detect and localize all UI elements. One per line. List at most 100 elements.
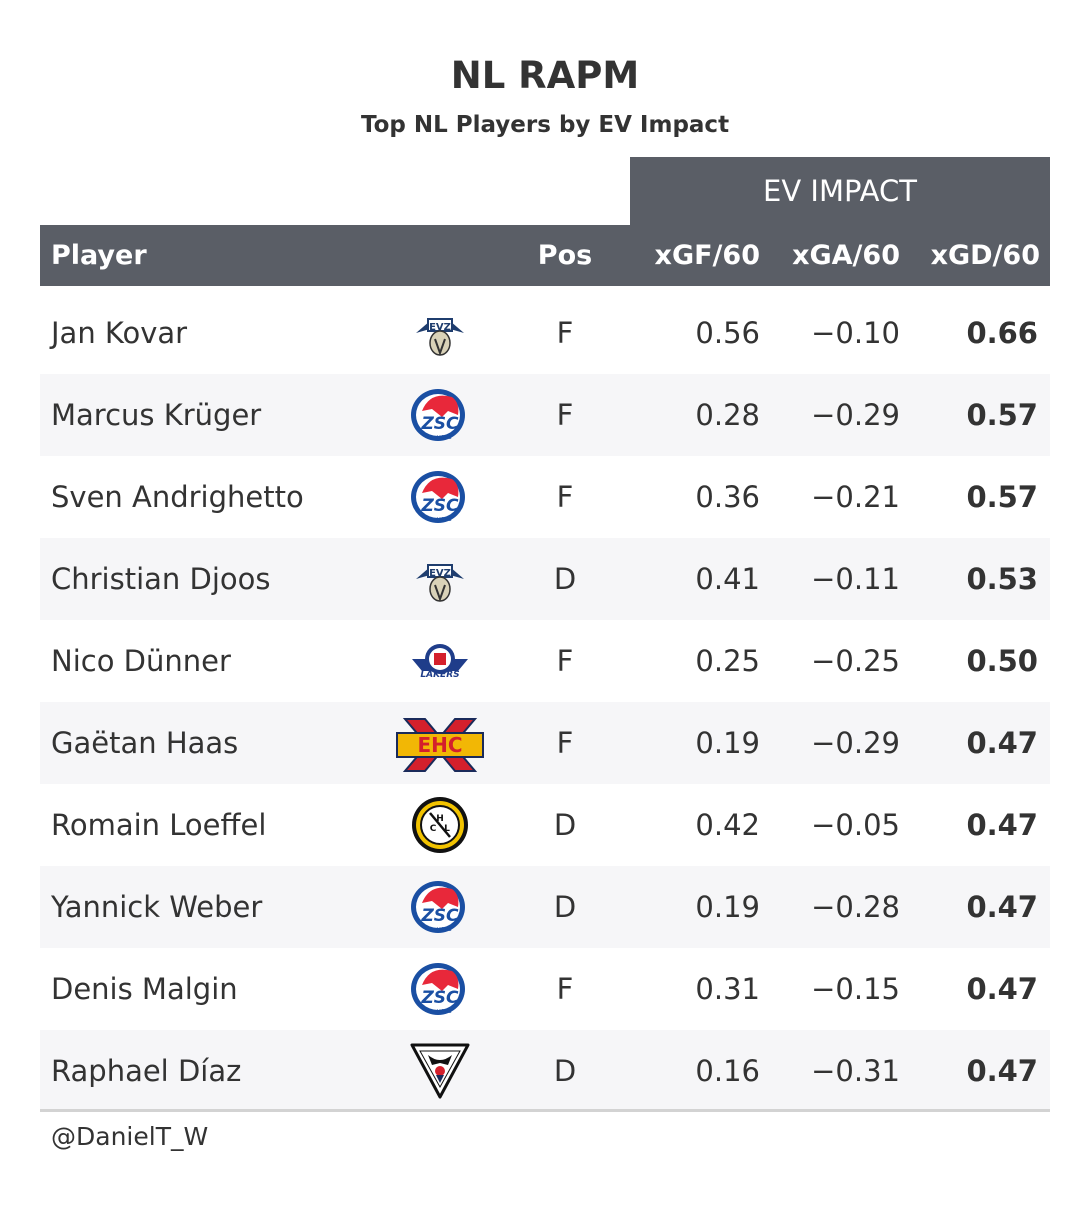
evz-logo: EVZ: [408, 303, 472, 363]
zsc-lions-logo: ZSC LIONS: [408, 959, 472, 1019]
player-name: Romain Loeffel: [51, 808, 267, 842]
xga60-value: −0.29: [811, 398, 900, 432]
position: D: [553, 808, 577, 842]
header-xgf60: xGF/60: [654, 240, 760, 271]
player-name: Christian Djoos: [51, 562, 271, 596]
xga60-value: −0.21: [811, 480, 900, 514]
lakers-logo: LAKERS: [408, 631, 472, 691]
zsc-lions-logo: ZSC LIONS: [408, 877, 472, 937]
player-name: Yannick Weber: [51, 890, 263, 924]
xgf60-value: 0.25: [695, 644, 760, 678]
table-row: Jan Kovar EVZ F 0.56 −0.10 0.66: [40, 292, 1050, 374]
position: F: [556, 480, 574, 514]
svg-text:H: H: [436, 814, 444, 824]
svg-text:ZSC: ZSC: [420, 906, 459, 926]
fribourg-logo: [408, 1041, 472, 1101]
player-name: Nico Dünner: [51, 644, 231, 678]
xgf60-value: 0.16: [695, 1054, 760, 1088]
zsc-lions-logo: ZSC LIONS: [408, 467, 472, 527]
xgd60-value: 0.47: [966, 972, 1038, 1006]
xga60-value: −0.31: [811, 1054, 900, 1088]
position: D: [553, 890, 577, 924]
team-logo-cell: ZSC LIONS: [408, 456, 472, 538]
chart-subtitle: Top NL Players by EV Impact: [360, 112, 730, 138]
xga60-value: −0.05: [811, 808, 900, 842]
team-logo-cell: [408, 1030, 472, 1112]
player-name: Denis Malgin: [51, 972, 238, 1006]
xgf60-value: 0.19: [695, 890, 760, 924]
xga60-value: −0.25: [811, 644, 900, 678]
position: F: [556, 398, 574, 432]
svg-text:EVZ: EVZ: [429, 568, 451, 579]
team-logo-cell: EHC: [396, 702, 484, 784]
player-name: Raphael Díaz: [51, 1054, 242, 1088]
table-row: Romain Loeffel H C L D 0.42 −0.05 0.47: [40, 784, 1050, 866]
xgd60-value: 0.47: [966, 1054, 1038, 1088]
table-row: Denis Malgin ZSC LIONS F 0.31 −0.15 0.47: [40, 948, 1050, 1030]
svg-text:ZSC: ZSC: [420, 988, 459, 1008]
position: F: [556, 644, 574, 678]
position: F: [556, 316, 574, 350]
table-row: Marcus Krüger ZSC LIONS F 0.28 −0.29 0.57: [40, 374, 1050, 456]
svg-text:EVZ: EVZ: [429, 322, 451, 333]
ehc-logo: EHC: [396, 713, 484, 773]
position: D: [553, 1054, 577, 1088]
table-row: Christian Djoos EVZ D 0.41 −0.11 0.53: [40, 538, 1050, 620]
xgd60-value: 0.47: [966, 808, 1038, 842]
xga60-value: −0.15: [811, 972, 900, 1006]
position: F: [556, 726, 574, 760]
header-player: Player: [51, 240, 147, 271]
svg-text:LAKERS: LAKERS: [420, 670, 459, 680]
position: D: [553, 562, 577, 596]
svg-text:LIONS: LIONS: [436, 927, 451, 933]
team-logo-cell: ZSC LIONS: [408, 948, 472, 1030]
table-row: Raphael Díaz D 0.16 −0.31 0.47: [40, 1030, 1050, 1112]
svg-text:LIONS: LIONS: [436, 517, 451, 523]
team-logo-cell: EVZ: [408, 292, 472, 374]
table-body: Jan Kovar EVZ F 0.56 −0.10 0.66 Marcus Krüger Z…: [40, 292, 1050, 1112]
table-row: Nico Dünner LAKERS F 0.25 −0.25 0.50: [40, 620, 1050, 702]
team-logo-cell: EVZ: [408, 538, 472, 620]
evz-logo: EVZ: [408, 549, 472, 609]
svg-text:LIONS: LIONS: [436, 1009, 451, 1015]
xgd60-value: 0.47: [966, 726, 1038, 760]
header-xgd60: xGD/60: [930, 240, 1040, 271]
xgd60-value: 0.50: [966, 644, 1038, 678]
header-pos: Pos: [537, 240, 593, 271]
xgf60-value: 0.42: [695, 808, 760, 842]
header-xga60: xGA/60: [792, 240, 900, 271]
xga60-value: −0.28: [811, 890, 900, 924]
svg-text:EHC: EHC: [417, 733, 462, 757]
svg-text:C: C: [430, 824, 437, 834]
svg-text:L: L: [444, 824, 450, 834]
xga60-value: −0.11: [811, 562, 900, 596]
xga60-value: −0.29: [811, 726, 900, 760]
xgf60-value: 0.19: [695, 726, 760, 760]
team-logo-cell: LAKERS: [408, 620, 472, 702]
xgf60-value: 0.41: [695, 562, 760, 596]
player-name: Sven Andrighetto: [51, 480, 304, 514]
player-name: Gaëtan Haas: [51, 726, 239, 760]
svg-text:ZSC: ZSC: [420, 414, 459, 434]
player-name: Jan Kovar: [51, 316, 188, 350]
svg-text:LIONS: LIONS: [436, 435, 451, 441]
xgf60-value: 0.56: [695, 316, 760, 350]
xgd60-value: 0.53: [966, 562, 1038, 596]
player-name: Marcus Krüger: [51, 398, 262, 432]
table-row: Sven Andrighetto ZSC LIONS F 0.36 −0.21 0.57: [40, 456, 1050, 538]
svg-text:ZSC: ZSC: [420, 496, 459, 516]
xgf60-value: 0.28: [695, 398, 760, 432]
zsc-lions-logo: ZSC LIONS: [408, 385, 472, 445]
xgd60-value: 0.57: [966, 480, 1038, 514]
xga60-value: −0.10: [811, 316, 900, 350]
xgd60-value: 0.66: [966, 316, 1038, 350]
team-logo-cell: ZSC LIONS: [408, 866, 472, 948]
xgd60-value: 0.47: [966, 890, 1038, 924]
ev-impact-spanner: EV IMPACT: [630, 157, 1050, 225]
xgf60-value: 0.31: [695, 972, 760, 1006]
table-bottom-rule: [40, 1109, 1050, 1112]
chart-title: NL RAPM: [450, 54, 640, 97]
table-row: Gaëtan Haas EHC F 0.19 −0.29 0.47: [40, 702, 1050, 784]
